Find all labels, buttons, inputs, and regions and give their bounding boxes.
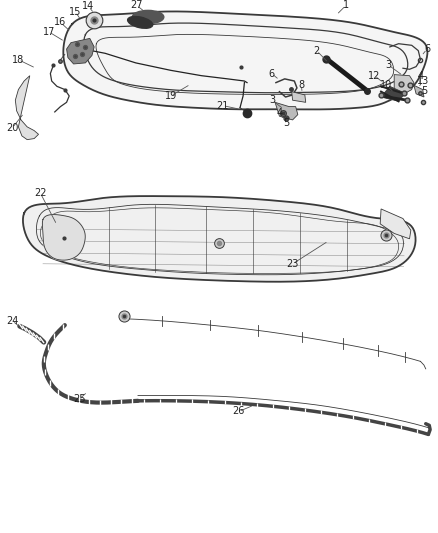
Text: 4: 4 <box>417 71 424 80</box>
Text: 23: 23 <box>286 259 299 269</box>
Text: 21: 21 <box>216 101 229 110</box>
Polygon shape <box>292 92 306 102</box>
Text: 26: 26 <box>233 407 245 416</box>
Polygon shape <box>381 86 405 101</box>
Text: 8: 8 <box>298 80 304 90</box>
Text: 20: 20 <box>6 123 18 133</box>
Ellipse shape <box>132 11 164 24</box>
Text: 16: 16 <box>54 18 67 27</box>
Text: 19: 19 <box>165 91 177 101</box>
Polygon shape <box>414 85 424 97</box>
Ellipse shape <box>127 17 153 28</box>
Polygon shape <box>67 38 94 64</box>
Text: 18: 18 <box>12 55 25 64</box>
Text: 3: 3 <box>269 95 275 105</box>
Text: 15: 15 <box>69 7 81 17</box>
Text: 24: 24 <box>6 316 18 326</box>
Polygon shape <box>394 75 414 93</box>
Polygon shape <box>64 11 427 109</box>
Text: 17: 17 <box>43 27 55 37</box>
Text: 14: 14 <box>82 2 95 11</box>
Text: 12: 12 <box>368 71 381 80</box>
Text: 25: 25 <box>74 394 86 403</box>
Text: 27: 27 <box>131 1 143 10</box>
Text: 6: 6 <box>424 44 430 54</box>
Text: 3: 3 <box>385 60 392 70</box>
Text: 22: 22 <box>34 188 46 198</box>
Polygon shape <box>23 196 416 282</box>
Text: 1: 1 <box>343 1 349 10</box>
Polygon shape <box>42 215 85 260</box>
Text: 6: 6 <box>268 69 275 78</box>
Text: 4: 4 <box>276 108 283 118</box>
Polygon shape <box>15 76 39 140</box>
Polygon shape <box>380 209 411 239</box>
Text: 5: 5 <box>283 118 290 127</box>
Text: 13: 13 <box>417 76 429 86</box>
Polygon shape <box>275 102 298 120</box>
Text: 10: 10 <box>380 80 392 90</box>
Text: 2: 2 <box>314 46 320 55</box>
Text: 5: 5 <box>421 86 427 95</box>
